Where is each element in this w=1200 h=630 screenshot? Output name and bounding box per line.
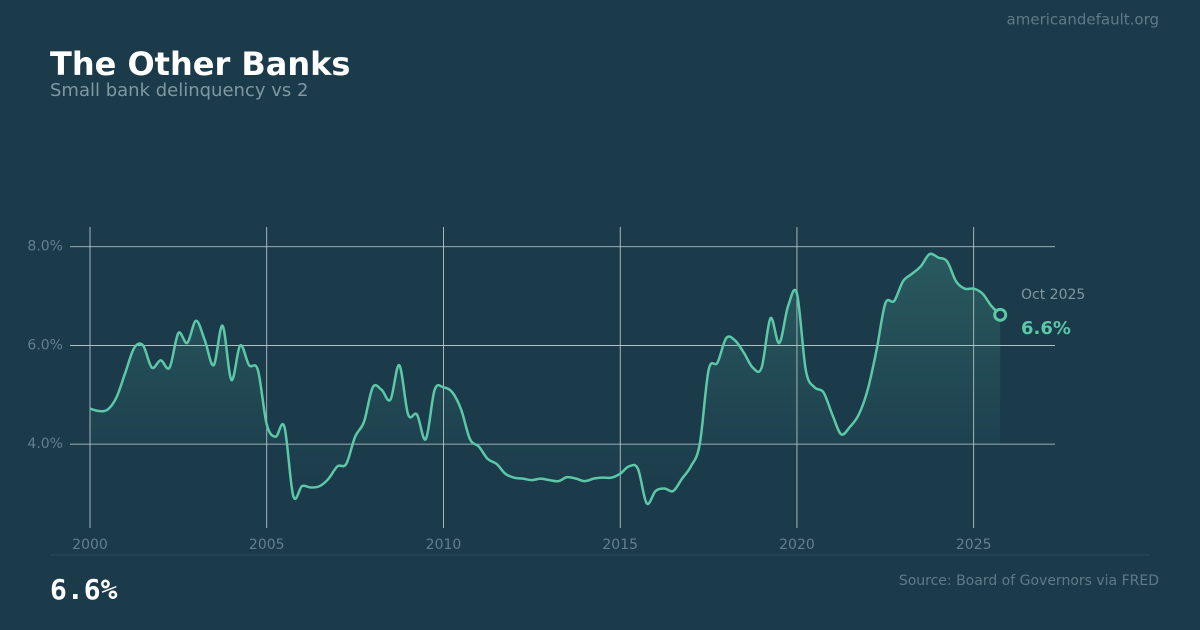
x-tick-label: 2015 [602,537,638,553]
chart-subtitle: Small bank delinquency vs 2 [50,80,308,101]
x-tick-label: 2000 [72,537,108,553]
source: Source: Board of Governors via FRED [899,573,1159,589]
y-tick-label: 8.0% [27,239,63,255]
headline-value: 6.6% [50,573,118,606]
chart-title: The Other Banks [50,45,350,83]
area [90,253,1001,504]
x-tick-label: 2020 [779,537,815,553]
x-tick-label: 2025 [956,537,992,553]
y-tick-label: 4.0% [27,436,63,452]
line [89,252,1002,506]
x-tick-label: 2010 [426,537,462,553]
x-tick-label: 2005 [249,537,285,553]
brand: americandefault.org [1007,11,1159,29]
y-tick-label: 6.0% [27,337,63,353]
annotation-value: 6.6% [1021,318,1071,339]
end-marker [993,307,1008,322]
annotation-date: Oct 2025 [1021,287,1085,303]
